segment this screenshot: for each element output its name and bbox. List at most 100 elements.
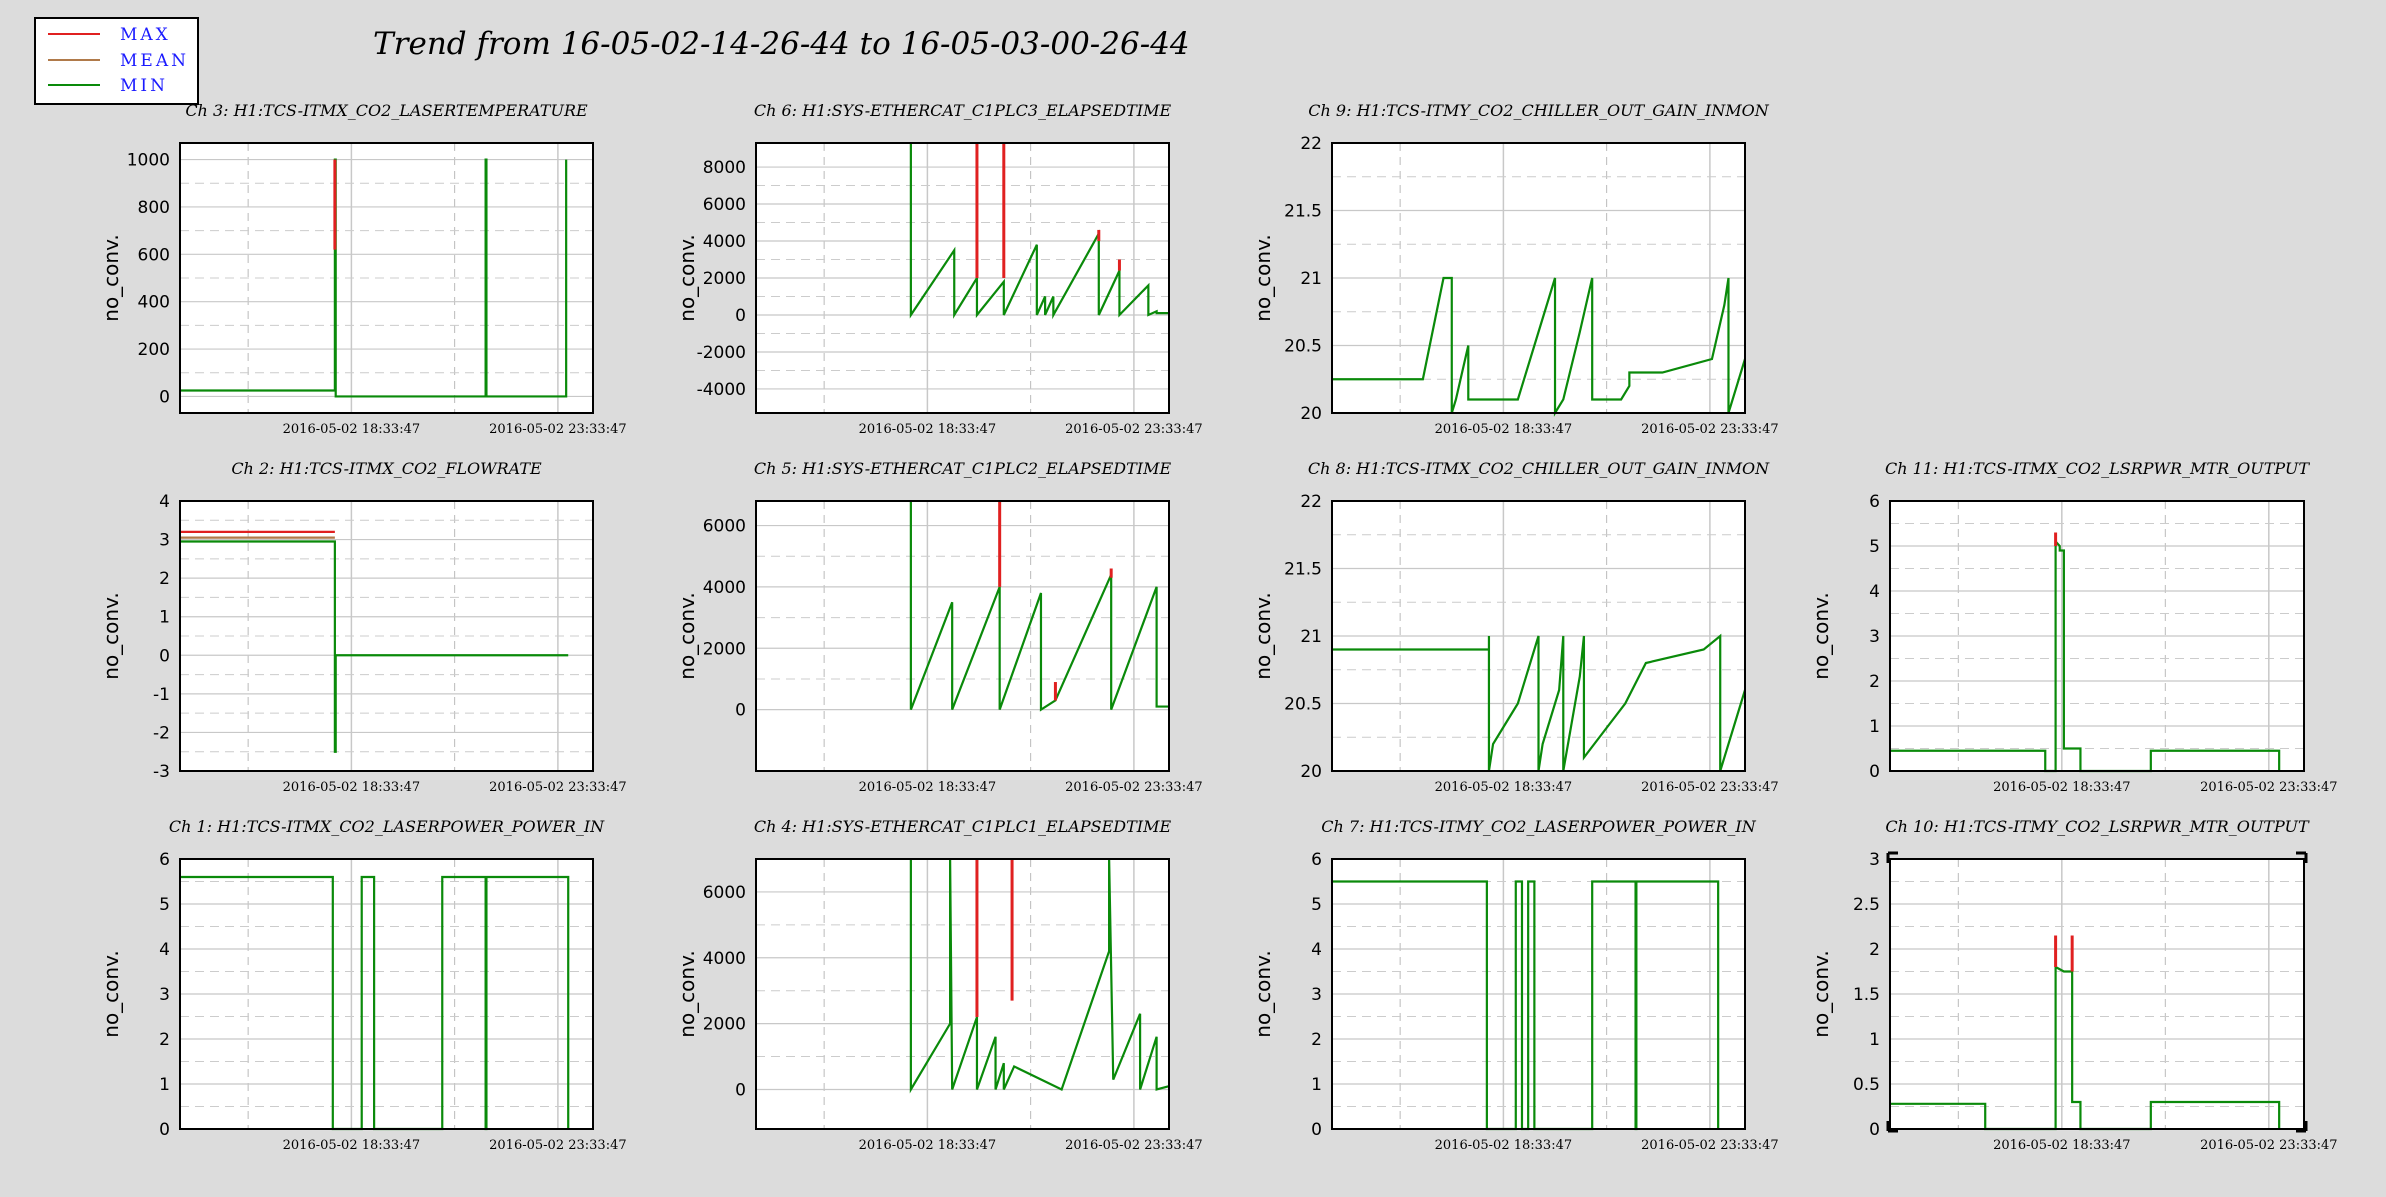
y-tick-label: 0 <box>159 1120 170 1140</box>
panel-ch2: -3 -2 -1 0 1 2 3 4 2016-05-02 18:33:47 2016-05-02… <box>99 459 627 795</box>
y-tick-label: 200 <box>138 340 170 360</box>
y-tick-label: 3 <box>159 531 170 551</box>
x-tick-label: 2016-05-02 23:33:47 <box>1065 1138 1202 1153</box>
y-tick-label: 3 <box>1869 627 1880 647</box>
y-tick-label: 1 <box>1869 717 1880 737</box>
x-tick-label: 2016-05-02 18:33:47 <box>283 422 420 437</box>
panel-ch3: 0 200 400 600 800 1000 2016-05-02 18:33:47 2016… <box>99 101 627 437</box>
y-tick-label: 4 <box>159 940 170 960</box>
y-tick-label: 1 <box>159 608 170 628</box>
y-tick-label: 4000 <box>703 578 746 598</box>
panel-title: Ch 8: H1:TCS-ITMX_CO2_CHILLER_OUT_GAIN_I… <box>1308 459 1770 478</box>
panel-ch4: 0 2000 4000 6000 2016-05-02 18:33:47 2016-05-… <box>675 817 1203 1153</box>
y-axis-label: no_conv. <box>675 950 699 1037</box>
y-axis-label: no_conv. <box>99 950 123 1037</box>
y-tick-label: 21 <box>1300 627 1322 647</box>
y-axis-label: no_conv. <box>1251 592 1275 679</box>
y-tick-label: 5 <box>1311 895 1322 915</box>
y-tick-label: 0 <box>1869 1120 1880 1140</box>
y-tick-label: 22 <box>1300 134 1322 154</box>
series-min-line <box>909 858 1170 1094</box>
x-tick-label: 2016-05-02 18:33:47 <box>859 780 996 795</box>
y-axis-label: no_conv. <box>1809 950 1833 1037</box>
x-tick-label: 2016-05-02 18:33:47 <box>1435 422 1572 437</box>
y-tick-label: 0 <box>1869 762 1880 782</box>
y-tick-label: 1 <box>1869 1030 1880 1050</box>
y-tick-label: -2 <box>153 723 170 743</box>
y-tick-label: 0 <box>1311 1120 1322 1140</box>
panel-title: Ch 5: H1:SYS-ETHERCAT_C1PLC2_ELAPSEDTIME <box>754 459 1172 478</box>
x-tick-label: 2016-05-02 23:33:47 <box>489 1138 626 1153</box>
x-tick-label: 2016-05-02 23:33:47 <box>2200 780 2337 795</box>
plot-frame <box>755 142 1170 414</box>
y-tick-label: 600 <box>138 245 170 265</box>
x-tick-label: 2016-05-02 18:33:47 <box>859 1138 996 1153</box>
x-tick-label: 2016-05-02 18:33:47 <box>283 1138 420 1153</box>
y-tick-label: 6 <box>1869 492 1880 512</box>
x-tick-label: 2016-05-02 23:33:47 <box>2200 1138 2337 1153</box>
y-tick-label: 8000 <box>703 158 746 178</box>
x-tick-label: 2016-05-02 23:33:47 <box>1641 780 1778 795</box>
plot-frame <box>1889 500 2305 772</box>
series-min-line <box>180 540 569 753</box>
x-tick-label: 2016-05-02 23:33:47 <box>489 780 626 795</box>
panel-ch8: 20 20.5 21 21.5 22 2016-05-02 18:33:47 2016-05… <box>1251 459 1779 795</box>
y-tick-label: -1 <box>153 685 170 705</box>
y-tick-label: 5 <box>159 895 170 915</box>
y-tick-label: 1 <box>1311 1075 1322 1095</box>
panel-title: Ch 9: H1:TCS-ITMY_CO2_CHILLER_OUT_GAIN_I… <box>1308 101 1769 120</box>
plot-frame <box>1331 142 1746 414</box>
panel-title: Ch 11: H1:TCS-ITMX_CO2_LSRPWR_MTR_OUTPUT <box>1885 459 2310 478</box>
series-min-line <box>909 501 1169 712</box>
plot-frame <box>755 858 1170 1130</box>
y-tick-label: 2.5 <box>1853 895 1880 915</box>
y-tick-label: 21.5 <box>1284 560 1322 580</box>
plot-frame <box>755 500 1170 772</box>
panel-ch10: 0 0.5 1 1.5 2 2.5 3 2016-05-02 18:33:47 2016-05-… <box>1809 817 2338 1153</box>
y-tick-label: 2000 <box>703 1015 746 1035</box>
panel-title: Ch 7: H1:TCS-ITMY_CO2_LASERPOWER_POWER_I… <box>1321 817 1756 836</box>
x-tick-label: 2016-05-02 18:33:47 <box>1993 780 2130 795</box>
plot-frame <box>179 500 594 772</box>
series-min-line <box>1332 633 1747 772</box>
x-tick-label: 2016-05-02 23:33:47 <box>1065 422 1202 437</box>
y-axis-label: no_conv. <box>675 592 699 679</box>
x-tick-label: 2016-05-02 23:33:47 <box>1641 1138 1778 1153</box>
legend: MAX MEAN MIN <box>34 17 199 105</box>
y-axis-label: no_conv. <box>1251 234 1275 321</box>
y-tick-label: 0 <box>735 1080 746 1100</box>
y-tick-label: 20 <box>1300 762 1322 782</box>
y-tick-label: 4 <box>1869 582 1880 602</box>
panel-title: Ch 6: H1:SYS-ETHERCAT_C1PLC3_ELAPSEDTIME <box>754 101 1172 120</box>
y-tick-label: 800 <box>138 198 170 218</box>
y-tick-label: 2 <box>1869 672 1880 692</box>
legend-max-label: MAX <box>120 25 171 45</box>
y-tick-label: 0 <box>159 387 170 407</box>
panel-ch9: 20 20.5 21 21.5 22 2016-05-02 18:33:47 2016-05… <box>1251 101 1779 437</box>
panel-ch1: 0 1 2 3 4 5 6 2016-05-02 18:33:47 2016-05-02 23:… <box>99 817 627 1153</box>
panel-ch6: -4000 -2000 0 2000 4000 6000 8000 2016-05-02 18… <box>675 101 1203 437</box>
plot-frame <box>179 142 594 414</box>
y-tick-label: 2 <box>1869 940 1880 960</box>
y-tick-label: 20.5 <box>1284 337 1322 357</box>
panel-title: Ch 1: H1:TCS-ITMX_CO2_LASERPOWER_POWER_I… <box>169 817 605 836</box>
panel-title: Ch 2: H1:TCS-ITMX_CO2_FLOWRATE <box>231 459 542 478</box>
plot-frame <box>179 858 594 1130</box>
y-tick-label: 0.5 <box>1853 1075 1880 1095</box>
y-tick-label: 1000 <box>127 151 170 171</box>
selection-handles[interactable] <box>1886 851 2308 1133</box>
plot-frame <box>1331 858 1746 1130</box>
y-tick-label: 1 <box>159 1075 170 1095</box>
y-tick-label: 2 <box>159 569 170 589</box>
x-tick-label: 2016-05-02 18:33:47 <box>1435 780 1572 795</box>
plot-area <box>756 859 1169 1129</box>
legend-mean-label: MEAN <box>120 51 189 71</box>
y-axis-label: no_conv. <box>99 234 123 321</box>
y-axis-label: no_conv. <box>1809 592 1833 679</box>
panel-title: Ch 3: H1:TCS-ITMX_CO2_LASERTEMPERATURE <box>185 101 588 120</box>
panel-title: Ch 10: H1:TCS-ITMY_CO2_LSRPWR_MTR_OUTPUT <box>1885 817 2310 836</box>
y-axis-label: no_conv. <box>1251 950 1275 1037</box>
y-tick-label: 20 <box>1300 404 1322 424</box>
